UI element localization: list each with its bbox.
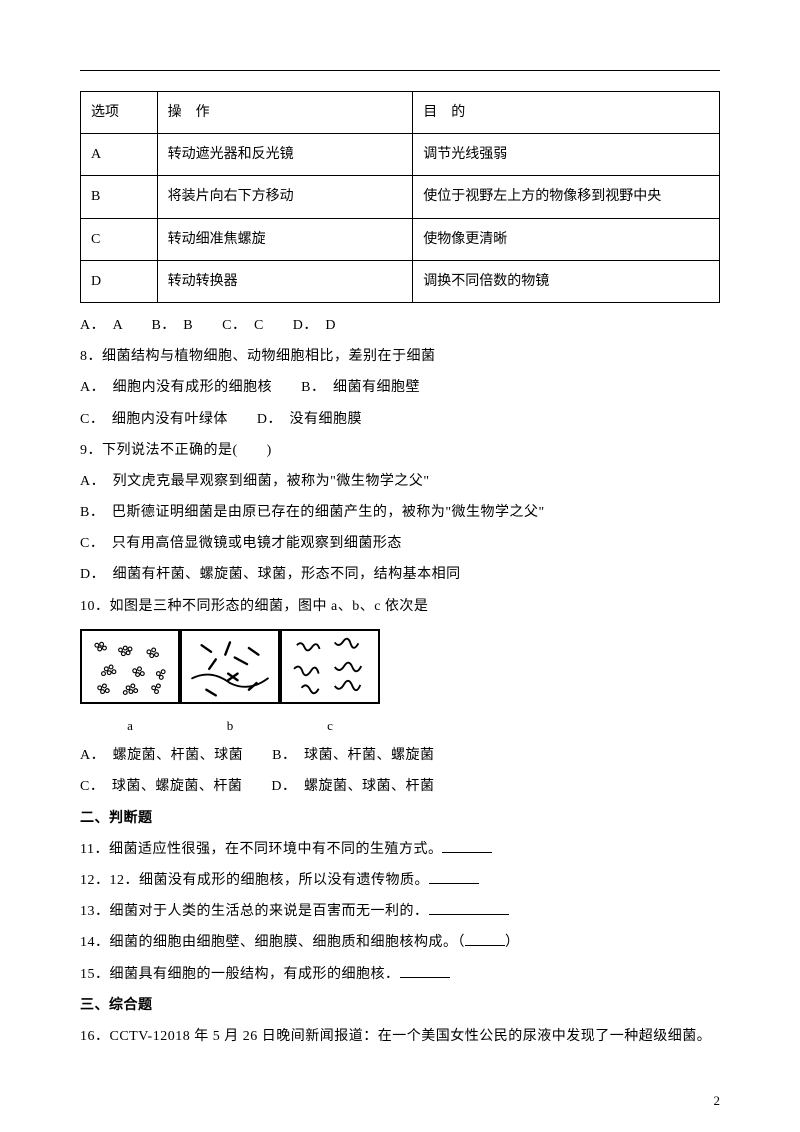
label-c: c xyxy=(280,714,380,737)
page-number: 2 xyxy=(714,1089,721,1112)
answer-choices: A． A B． B C． C D． D xyxy=(80,313,720,338)
cell-op: 转动细准焦螺旋 xyxy=(157,218,413,260)
q10-options-cd: C． 球菌、螺旋菌、杆菌 D． 螺旋菌、球菌、杆菌 xyxy=(80,774,720,799)
figure-b-bacilli-icon xyxy=(180,629,280,704)
q15: 15．细菌具有细胞的一般结构，有成形的细胞核． xyxy=(80,962,720,987)
bacteria-figures xyxy=(80,629,720,704)
q11-text: 11．细菌适应性很强，在不同环境中有不同的生殖方式。 xyxy=(80,842,442,857)
q15-text: 15．细菌具有细胞的一般结构，有成形的细胞核． xyxy=(80,967,400,982)
cell-opt: B xyxy=(81,176,158,218)
options-table: 选项 操 作 目 的 A 转动遮光器和反光镜 调节光线强弱 B 将装片向右下方移… xyxy=(80,91,720,303)
cell-opt: D xyxy=(81,260,158,302)
cell-purpose: 调节光线强弱 xyxy=(413,134,720,176)
figure-labels: abc xyxy=(80,714,720,737)
th-operation: 操 作 xyxy=(157,92,413,134)
th-purpose: 目 的 xyxy=(413,92,720,134)
q8-options-ab: A． 细胞内没有成形的细胞核 B． 细菌有细胞壁 xyxy=(80,375,720,400)
cell-op: 转动转换器 xyxy=(157,260,413,302)
q14: 14．细菌的细胞由细胞壁、细胞膜、细胞质和细胞核构成。（ ） xyxy=(80,930,720,955)
blank-line xyxy=(429,883,479,884)
table-row: B 将装片向右下方移动 使位于视野左上方的物像移到视野中央 xyxy=(81,176,720,218)
table-row: C 转动细准焦螺旋 使物像更清晰 xyxy=(81,218,720,260)
th-option: 选项 xyxy=(81,92,158,134)
label-b: b xyxy=(180,714,280,737)
figure-a-cocci-icon xyxy=(80,629,180,704)
cell-op: 转动遮光器和反光镜 xyxy=(157,134,413,176)
q14-text-pre: 14．细菌的细胞由细胞壁、细胞膜、细胞质和细胞核构成。（ xyxy=(80,935,465,950)
q9-stem: 9．下列说法不正确的是( ) xyxy=(80,438,720,463)
cell-opt: A xyxy=(81,134,158,176)
q13-text: 13．细菌对于人类的生活总的来说是百害而无一利的． xyxy=(80,904,429,919)
cell-opt: C xyxy=(81,218,158,260)
section-2-heading: 二、判断题 xyxy=(80,806,720,831)
q10-stem: 10．如图是三种不同形态的细菌，图中 a、b、c 依次是 xyxy=(80,594,720,619)
section-3-heading: 三、综合题 xyxy=(80,993,720,1018)
table-header-row: 选项 操 作 目 的 xyxy=(81,92,720,134)
table-row: A 转动遮光器和反光镜 调节光线强弱 xyxy=(81,134,720,176)
top-rule xyxy=(80,70,720,71)
q9-b: B． 巴斯德证明细菌是由原已存在的细菌产生的，被称为"微生物学之父" xyxy=(80,500,720,525)
q12-text: 12．12．细菌没有成形的细胞核，所以没有遗传物质。 xyxy=(80,873,429,888)
q14-text-post: ） xyxy=(505,935,520,950)
q9-c: C． 只有用高倍显微镜或电镜才能观察到细菌形态 xyxy=(80,531,720,556)
figure-c-spirilla-icon xyxy=(280,629,380,704)
q12: 12．12．细菌没有成形的细胞核，所以没有遗传物质。 xyxy=(80,868,720,893)
q9-a: A． 列文虎克最早观察到细菌，被称为"微生物学之父" xyxy=(80,469,720,494)
cell-purpose: 使位于视野左上方的物像移到视野中央 xyxy=(413,176,720,218)
blank-line xyxy=(400,977,450,978)
q13: 13．细菌对于人类的生活总的来说是百害而无一利的． xyxy=(80,899,720,924)
blank-line xyxy=(442,852,492,853)
cell-op: 将装片向右下方移动 xyxy=(157,176,413,218)
table-row: D 转动转换器 调换不同倍数的物镜 xyxy=(81,260,720,302)
cell-purpose: 使物像更清晰 xyxy=(413,218,720,260)
q8-stem: 8．细菌结构与植物细胞、动物细胞相比，差别在于细菌 xyxy=(80,344,720,369)
q16: 16．CCTV-12018 年 5 月 26 日晚间新闻报道：在一个美国女性公民… xyxy=(80,1024,720,1049)
q10-options-ab: A． 螺旋菌、杆菌、球菌 B． 球菌、杆菌、螺旋菌 xyxy=(80,743,720,768)
blank-line xyxy=(429,914,509,915)
q11: 11．细菌适应性很强，在不同环境中有不同的生殖方式。 xyxy=(80,837,720,862)
q9-d: D． 细菌有杆菌、螺旋菌、球菌，形态不同，结构基本相同 xyxy=(80,562,720,587)
cell-purpose: 调换不同倍数的物镜 xyxy=(413,260,720,302)
q8-options-cd: C． 细胞内没有叶绿体 D． 没有细胞膜 xyxy=(80,407,720,432)
label-a: a xyxy=(80,714,180,737)
blank-line xyxy=(465,945,505,946)
